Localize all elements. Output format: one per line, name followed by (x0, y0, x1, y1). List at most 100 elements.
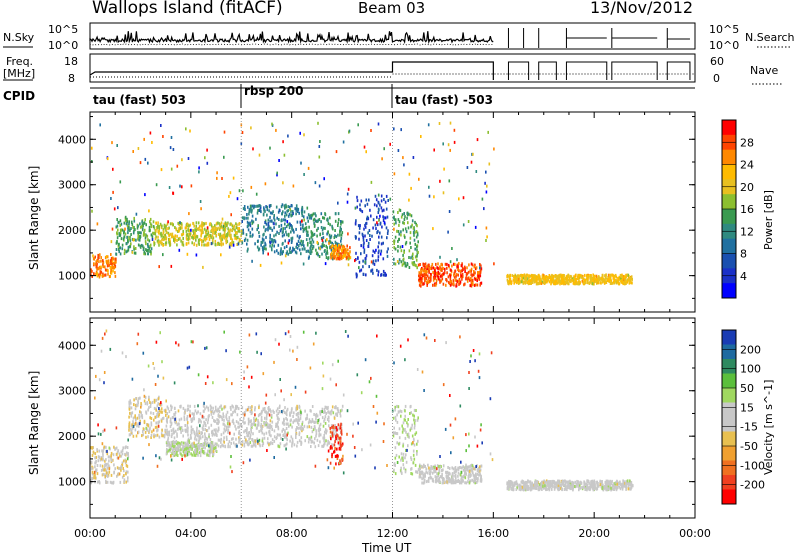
power-cell (262, 212, 265, 216)
power-cell (537, 275, 540, 279)
power-cell (280, 205, 283, 209)
power-cell (326, 238, 328, 242)
power-cell (255, 192, 258, 196)
velocity-cell (128, 400, 130, 404)
power-cell (133, 226, 135, 229)
velocity-cell (212, 411, 215, 415)
velocity-cell (166, 412, 169, 415)
velocity-cell (316, 414, 319, 418)
power-cell (310, 214, 313, 218)
power-cell (445, 283, 447, 287)
power-cell (165, 230, 168, 234)
velocity-cell (454, 466, 457, 469)
velocity-cell (467, 480, 469, 484)
velocity-cell (231, 404, 233, 408)
velocity-cell (295, 412, 298, 416)
power-cell (155, 221, 157, 225)
velocity-cell (158, 435, 161, 439)
power-cell (123, 229, 125, 233)
velocity-cell (398, 442, 400, 446)
power-cell (403, 250, 405, 254)
power-cell (599, 277, 602, 281)
power-cell (224, 227, 227, 231)
velocity-cell (151, 430, 153, 434)
power-cell (453, 275, 456, 279)
velocity-cell (299, 413, 302, 417)
velocity-cell (137, 430, 140, 434)
power-cell (568, 277, 571, 281)
velocity-cell (261, 418, 263, 422)
velocity-cell (118, 467, 120, 470)
power-cell (408, 198, 410, 202)
velocity-cell (436, 475, 438, 479)
power-cell (438, 122, 441, 125)
velocity-cell (398, 436, 401, 440)
velocity-cell (249, 441, 252, 444)
power-cell (337, 224, 339, 227)
velocity-cell (217, 419, 220, 423)
power-cell (270, 204, 272, 207)
power-cell (310, 240, 312, 244)
power-cell (148, 239, 151, 243)
power-cell (419, 263, 421, 266)
velocity-cell (176, 432, 178, 436)
power-cell (202, 265, 204, 269)
velocity-cell (282, 409, 285, 413)
power-cell (373, 203, 376, 207)
velocity-cell (200, 450, 202, 454)
power-cell (428, 194, 431, 198)
velocity-cell (249, 433, 252, 437)
velocity-cell (319, 422, 322, 426)
power-cell (414, 247, 416, 251)
power-cell (168, 241, 171, 245)
velocity-cell (148, 395, 150, 399)
power-cell (521, 276, 523, 280)
velocity-cell (473, 467, 476, 471)
velocity-cell (94, 465, 96, 469)
power-cell (379, 222, 382, 226)
velocity-cell (261, 431, 264, 435)
power-cell (430, 278, 432, 282)
power-cell (623, 280, 625, 284)
velocity-cell (149, 400, 151, 404)
power-cell (377, 255, 380, 259)
velocity-cell (468, 465, 470, 469)
power-cell (511, 274, 514, 278)
power-cell (284, 218, 287, 222)
power-cell (337, 212, 340, 216)
power-cell (513, 275, 516, 279)
power-cell (381, 209, 384, 213)
velocity-cell (561, 482, 563, 486)
power-cell (252, 220, 255, 224)
velocity-cell (260, 422, 263, 426)
power-cell (458, 262, 460, 266)
power-cell (307, 233, 309, 237)
power-cell (201, 223, 204, 227)
power-cell (281, 212, 283, 216)
velocity-cell (157, 402, 159, 406)
power-cell (626, 280, 629, 284)
velocity-cell (187, 437, 190, 441)
power-cell (518, 279, 521, 283)
power-cell (238, 189, 241, 193)
velocity-cell (416, 450, 418, 453)
velocity-cell (261, 439, 264, 443)
velocity-cell (210, 412, 213, 416)
power-cell (93, 257, 95, 261)
velocity-cell (337, 441, 340, 445)
power-cell (269, 226, 271, 230)
velocity-cell (286, 409, 288, 413)
cpid-segment-2: rbsp 200 (244, 84, 303, 98)
velocity-cell (133, 398, 135, 402)
velocity-cell (470, 464, 472, 467)
power-cell (278, 159, 280, 162)
power-cell (438, 278, 441, 282)
velocity-cell (205, 436, 208, 440)
power-cell (106, 255, 109, 259)
velocity-cell (287, 431, 289, 435)
power-cell (437, 270, 439, 274)
velocity-cell (478, 470, 481, 474)
velocity-cell (150, 423, 153, 427)
velocity-cell (242, 412, 244, 416)
velocity-cell (126, 479, 129, 483)
